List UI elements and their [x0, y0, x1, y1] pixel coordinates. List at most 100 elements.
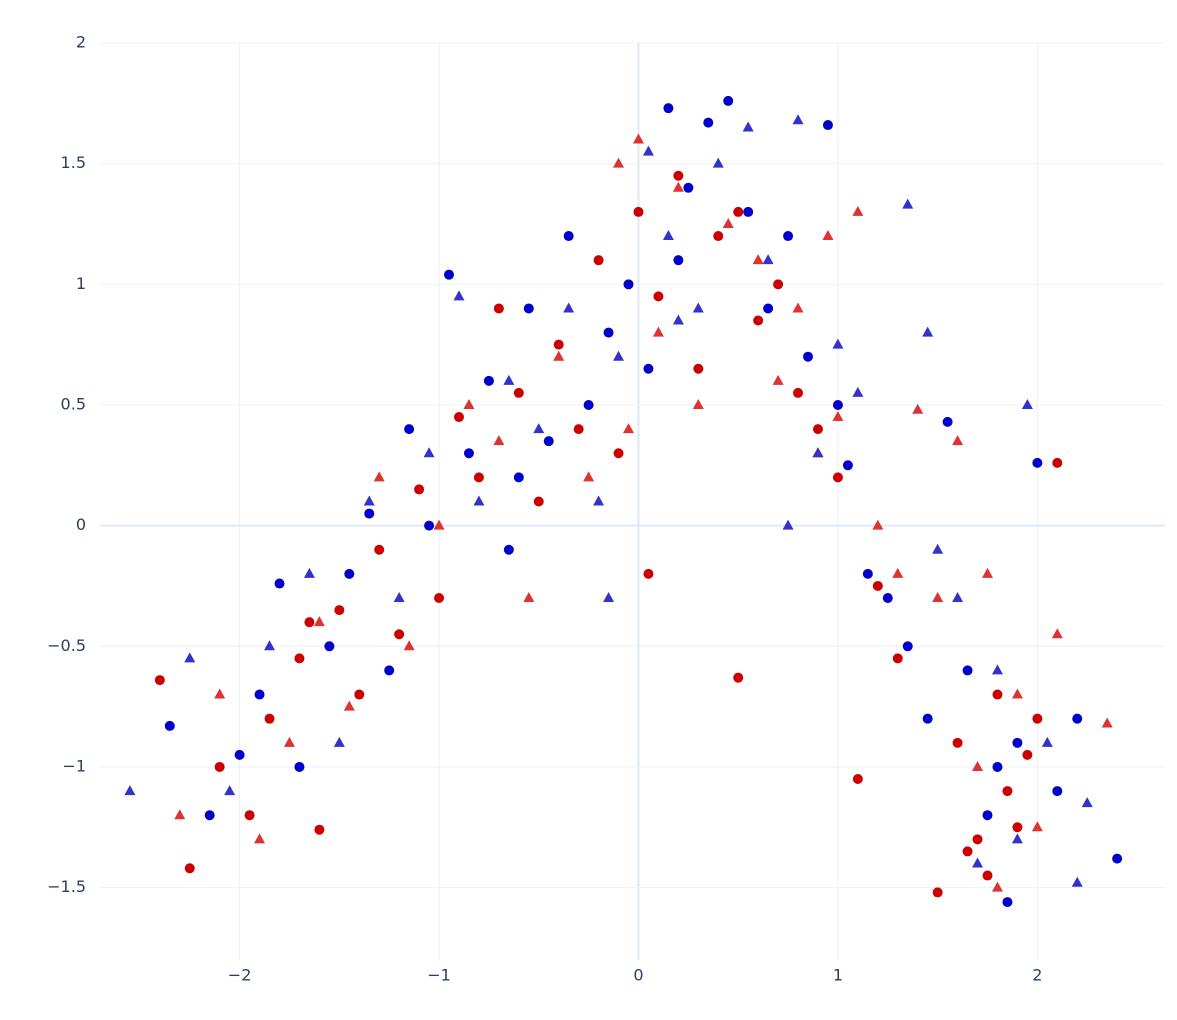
marker — [283, 736, 295, 747]
marker — [184, 863, 195, 874]
marker — [862, 568, 873, 579]
marker — [822, 230, 834, 241]
marker — [503, 374, 515, 385]
marker — [1101, 717, 1113, 728]
marker — [892, 653, 903, 664]
marker — [264, 713, 275, 724]
marker — [404, 424, 415, 435]
marker — [573, 424, 584, 435]
marker — [613, 448, 624, 459]
series — [164, 95, 1123, 908]
marker — [692, 302, 704, 313]
marker — [343, 700, 355, 711]
marker — [812, 424, 823, 435]
marker — [593, 495, 605, 506]
marker — [164, 720, 175, 731]
marker — [742, 121, 754, 132]
marker — [1002, 897, 1013, 908]
marker — [393, 592, 405, 603]
marker — [743, 206, 754, 217]
marker — [254, 689, 265, 700]
marker — [733, 206, 744, 217]
marker — [693, 363, 704, 374]
marker — [553, 350, 565, 361]
marker — [1012, 822, 1023, 833]
marker — [633, 206, 644, 217]
marker — [434, 593, 445, 604]
marker — [463, 398, 475, 409]
marker — [244, 810, 255, 821]
marker — [942, 416, 953, 427]
marker — [124, 785, 136, 796]
marker — [972, 834, 983, 845]
marker — [783, 231, 794, 242]
marker — [852, 774, 863, 785]
marker — [972, 857, 984, 868]
marker — [603, 592, 615, 603]
marker — [803, 351, 814, 362]
y-tick-label: 0 — [76, 515, 86, 534]
marker — [1011, 688, 1023, 699]
marker — [374, 544, 385, 555]
marker — [753, 315, 764, 326]
marker — [1051, 628, 1063, 639]
marker — [733, 672, 744, 683]
marker — [334, 605, 345, 616]
x-tick-label: 1 — [833, 966, 843, 985]
marker — [1072, 713, 1083, 724]
marker — [563, 302, 575, 313]
marker — [812, 447, 824, 458]
marker — [792, 302, 804, 313]
marker — [384, 665, 395, 676]
marker — [1002, 786, 1013, 797]
marker — [722, 217, 734, 228]
marker — [1052, 786, 1063, 797]
marker — [543, 436, 554, 447]
marker — [772, 374, 784, 385]
marker — [962, 665, 973, 676]
marker — [713, 231, 724, 242]
marker — [303, 567, 315, 578]
marker — [313, 616, 325, 627]
marker — [703, 117, 714, 128]
marker — [483, 375, 494, 386]
marker — [583, 471, 595, 482]
marker — [992, 761, 1003, 772]
marker — [493, 435, 505, 446]
marker — [1021, 398, 1033, 409]
marker — [513, 387, 524, 398]
marker — [672, 181, 684, 192]
marker — [882, 593, 893, 604]
marker — [224, 785, 236, 796]
marker — [414, 484, 425, 495]
marker — [523, 303, 534, 314]
x-tick-label: −2 — [228, 966, 252, 985]
series — [174, 133, 1113, 892]
marker — [842, 460, 853, 471]
marker — [872, 580, 883, 591]
marker — [673, 255, 684, 266]
marker — [503, 544, 514, 555]
marker — [672, 314, 684, 325]
marker — [623, 279, 634, 290]
marker — [1031, 821, 1043, 832]
marker — [1052, 457, 1063, 468]
marker — [982, 810, 993, 821]
y-tick-label: −1.5 — [47, 877, 86, 896]
x-tick-label: −1 — [427, 966, 451, 985]
marker — [453, 290, 465, 301]
marker — [154, 675, 165, 686]
marker — [583, 399, 594, 410]
marker — [663, 103, 674, 114]
marker — [324, 641, 335, 652]
marker — [782, 519, 794, 530]
y-tick-label: 1 — [76, 274, 86, 293]
marker — [683, 182, 694, 193]
x-tick-label: 0 — [633, 966, 643, 985]
marker — [652, 326, 664, 337]
marker — [184, 652, 196, 663]
series — [154, 170, 1063, 898]
marker — [632, 133, 644, 144]
y-tick-label: −0.5 — [47, 636, 86, 655]
